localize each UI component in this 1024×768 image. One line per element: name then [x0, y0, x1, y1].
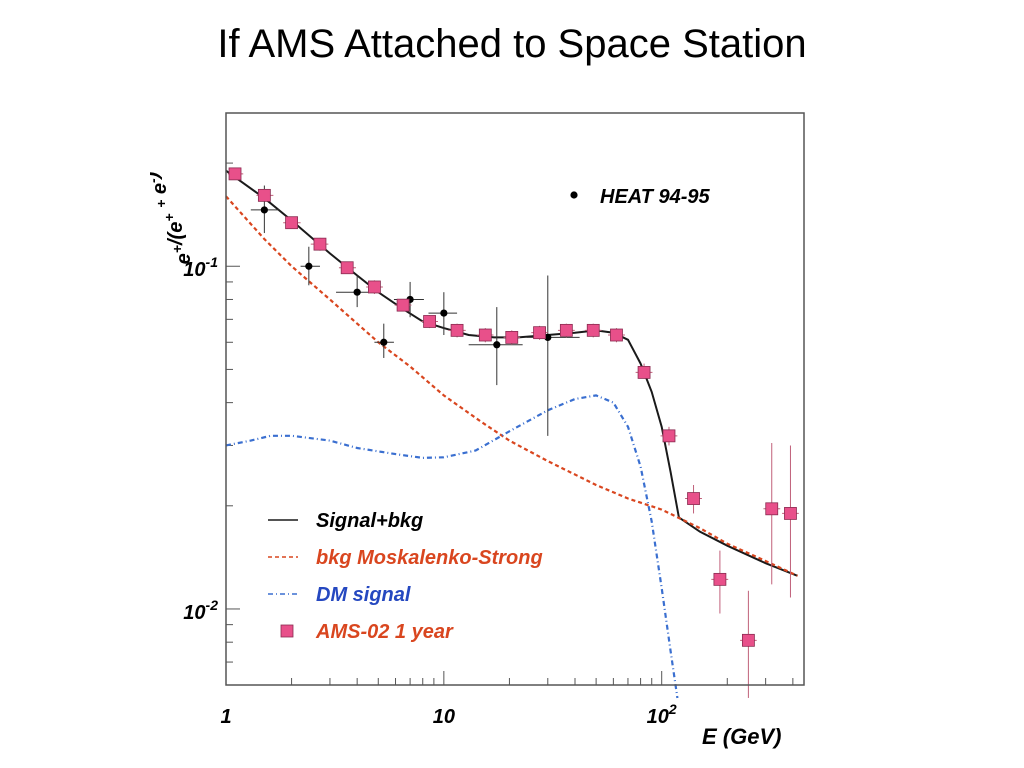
ams-data-point [477, 328, 494, 343]
ams-data-point [366, 280, 383, 294]
heat-data-point [374, 323, 394, 358]
legend-label: Signal+bkg [316, 510, 423, 532]
legend-label: bkg Moskalenko-Strong [316, 547, 543, 569]
ams-marker [741, 633, 755, 647]
ams-marker [257, 188, 271, 202]
ams-data-point [711, 550, 729, 614]
ams-data-point [557, 323, 575, 338]
tick-labels: 1 10 102 10-2 10-1 [183, 254, 677, 728]
ams-data-point [503, 330, 521, 345]
ams-marker [368, 280, 381, 294]
ams-marker [423, 315, 436, 328]
ams-marker [396, 298, 410, 312]
ams-data-point [310, 237, 329, 251]
legend-heat-label: HEAT 94-95 [600, 186, 711, 208]
ams-data-point [394, 298, 412, 312]
slide-title: If AMS Attached to Space Station [217, 22, 807, 66]
ams-data-point [256, 188, 274, 202]
legend-item: Signal+bkg [268, 510, 423, 532]
legend-label: AMS-02 1 year [315, 621, 454, 643]
ams-marker [450, 323, 464, 337]
ams-data-point [421, 315, 438, 329]
legend-item: AMS-02 1 year [280, 621, 454, 643]
ams-marker [285, 216, 298, 230]
heat-marker [353, 288, 361, 296]
ams-marker [533, 326, 546, 340]
series-points [227, 167, 799, 698]
series-line-bkg-moskalenko-strong [225, 195, 798, 577]
ams-marker [586, 323, 600, 337]
legend-heat-marker [570, 191, 578, 199]
x-tick-label: 1 [220, 706, 231, 728]
axis-ticks [225, 162, 794, 686]
heat-data-point [526, 275, 580, 436]
ams-data-point [584, 323, 602, 338]
ams-data-point [782, 445, 799, 598]
heat-data-point [300, 246, 320, 286]
legend-label: DM signal [316, 584, 411, 606]
legend-item: DM signal [268, 584, 411, 606]
ams-marker [784, 507, 797, 520]
legend-swatch [280, 624, 294, 638]
ams-marker [313, 237, 327, 251]
heat-marker [440, 309, 448, 317]
ams-marker [765, 502, 779, 516]
x-axis-label: E (GeV) [702, 724, 781, 749]
ams-marker [505, 331, 519, 344]
y-tick-label: 10-1 [183, 254, 218, 281]
ams-data-point [448, 323, 466, 338]
legend-top-right: HEAT 94-95 [570, 186, 711, 208]
heat-marker [380, 338, 388, 346]
ams-marker [687, 492, 700, 505]
y-tick-label: 10-2 [183, 597, 218, 624]
ams-marker [662, 429, 676, 443]
ams-marker [713, 572, 727, 586]
ams-data-point [740, 590, 757, 698]
x-tick-label: 10 [433, 706, 455, 728]
x-tick-label: 102 [647, 701, 677, 728]
ams-data-point [660, 426, 678, 446]
y-axis-label: e+/(e+ + e-) [150, 171, 195, 264]
series-line-dm-signal [225, 394, 679, 699]
ams-data-point [635, 363, 653, 379]
ams-data-point [763, 442, 781, 585]
ams-marker [559, 323, 573, 337]
ams-marker [228, 167, 242, 181]
heat-marker [260, 206, 268, 214]
legend-item: bkg Moskalenko-Strong [268, 547, 543, 569]
ams-marker [478, 328, 492, 342]
ams-data-point [531, 325, 548, 340]
ams-data-point [338, 261, 356, 275]
legend: Signal+bkg bkg Moskalenko-Strong DM signal… [268, 510, 543, 643]
series-lines [225, 169, 798, 699]
ams-marker [340, 261, 354, 275]
heat-marker [544, 333, 552, 342]
heat-data-point [428, 292, 458, 336]
ams-marker [610, 328, 623, 342]
ams-data-point [685, 484, 702, 514]
heat-marker [493, 341, 501, 349]
ams-data-point [608, 328, 625, 343]
series-line-signal-bkg [225, 169, 798, 577]
heat-data-point [468, 307, 523, 386]
plot-frame [225, 112, 805, 686]
heat-marker [305, 262, 313, 270]
chart: 1 10 102 10-2 10-1 E (GeV) e+/(e+ + e-) HEAT… [150, 112, 805, 749]
ams-marker [637, 366, 651, 379]
ams-data-point [283, 216, 301, 230]
ams-data-point [227, 167, 244, 181]
